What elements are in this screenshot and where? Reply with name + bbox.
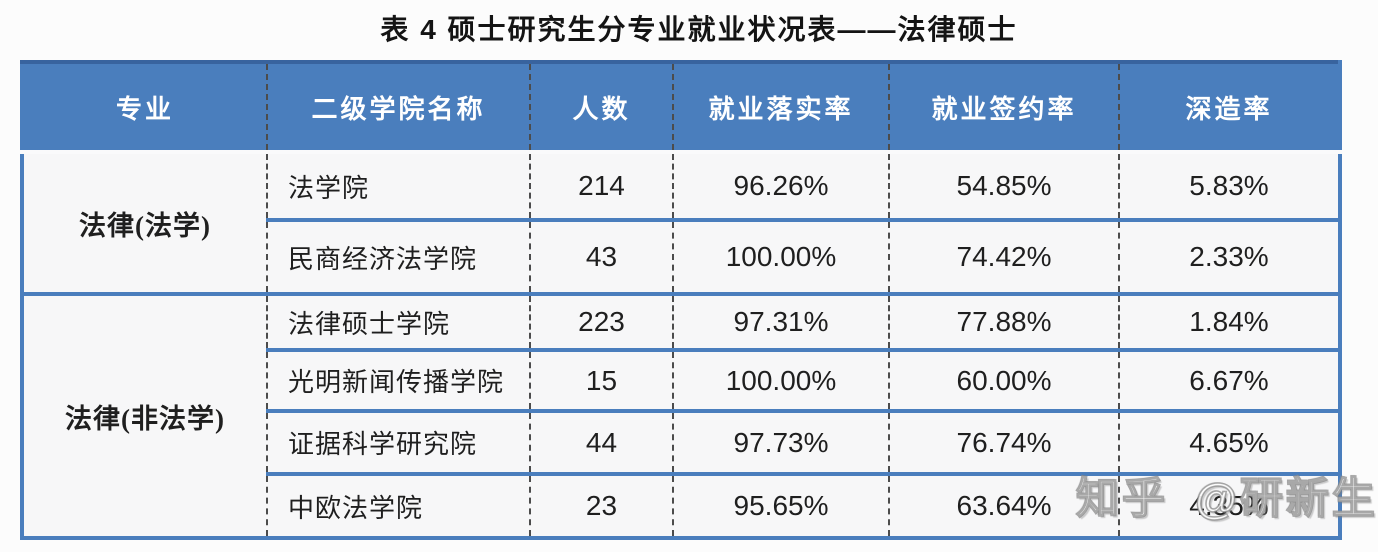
table-header-row: 专业 二级学院名称 人数 就业落实率 就业签约率 深造率 (22, 62, 1340, 154)
college-cell: 法律硕士学院 (266, 294, 530, 352)
count-cell: 23 (529, 474, 673, 540)
contract-rate-cell: 60.00% (888, 350, 1119, 413)
major-cell-nonlaw: 法律(非法学) (22, 294, 267, 540)
header-further-study-rate: 深造率 (1118, 62, 1340, 154)
college-cell: 中欧法学院 (266, 474, 530, 540)
count-cell: 44 (529, 411, 673, 476)
table-row: 中欧法学院 23 95.65% 63.64% 4.35% (22, 474, 1340, 540)
count-cell: 15 (529, 350, 673, 413)
header-placement-rate: 就业落实率 (672, 62, 889, 154)
major-cell-law: 法律(法学) (22, 152, 267, 296)
header-major: 专业 (22, 62, 267, 154)
table-row: 法律(非法学) 法律硕士学院 223 97.31% 77.88% 1.84% (22, 294, 1340, 540)
further-study-rate-cell: 4.35% (1118, 474, 1340, 540)
table-row: 法律(法学) 法学院 214 96.26% 54.85% 5.83% (22, 152, 1340, 296)
count-cell: 223 (529, 294, 673, 352)
count-cell: 214 (529, 152, 673, 222)
further-study-rate-cell: 4.65% (1118, 411, 1340, 476)
zhihu-watermark: 知乎 @研新生 (1075, 474, 1378, 524)
employment-table: 专业 二级学院名称 人数 就业落实率 就业签约率 深造率 法律(法学) 法学院 … (20, 60, 1342, 540)
table-row: 证据科学研究院 44 97.73% 76.74% 4.65% (22, 411, 1340, 476)
page-title: 表 4 硕士研究生分专业就业状况表——法律硕士 (380, 14, 1018, 45)
header-contract-rate: 就业签约率 (888, 62, 1119, 154)
contract-rate-cell: 77.88% (888, 294, 1119, 352)
contract-rate-cell: 63.64% (888, 474, 1119, 540)
table-row: 光明新闻传播学院 15 100.00% 60.00% 6.67% (22, 350, 1340, 413)
placement-rate-cell: 97.73% (672, 411, 889, 476)
table-row: 民商经济法学院 43 100.00% 74.42% 2.33% (22, 220, 1340, 296)
further-study-rate-cell: 5.83% (1118, 152, 1340, 222)
placement-rate-cell: 95.65% (672, 474, 889, 540)
contract-rate-cell: 76.74% (888, 411, 1119, 476)
placement-rate-cell: 100.00% (672, 220, 889, 296)
college-cell: 民商经济法学院 (266, 220, 530, 296)
header-college: 二级学院名称 (266, 62, 530, 154)
college-cell: 光明新闻传播学院 (266, 350, 530, 413)
further-study-rate-cell: 1.84% (1118, 294, 1340, 352)
contract-rate-cell: 74.42% (888, 220, 1119, 296)
placement-rate-cell: 100.00% (672, 350, 889, 413)
header-count: 人数 (529, 62, 673, 154)
further-study-rate-cell: 6.67% (1118, 350, 1340, 413)
further-study-rate-cell: 2.33% (1118, 220, 1340, 296)
placement-rate-cell: 97.31% (672, 294, 889, 352)
count-cell: 43 (529, 220, 673, 296)
contract-rate-cell: 54.85% (888, 152, 1119, 222)
college-cell: 证据科学研究院 (266, 411, 530, 476)
placement-rate-cell: 96.26% (672, 152, 889, 222)
college-cell: 法学院 (266, 152, 530, 222)
